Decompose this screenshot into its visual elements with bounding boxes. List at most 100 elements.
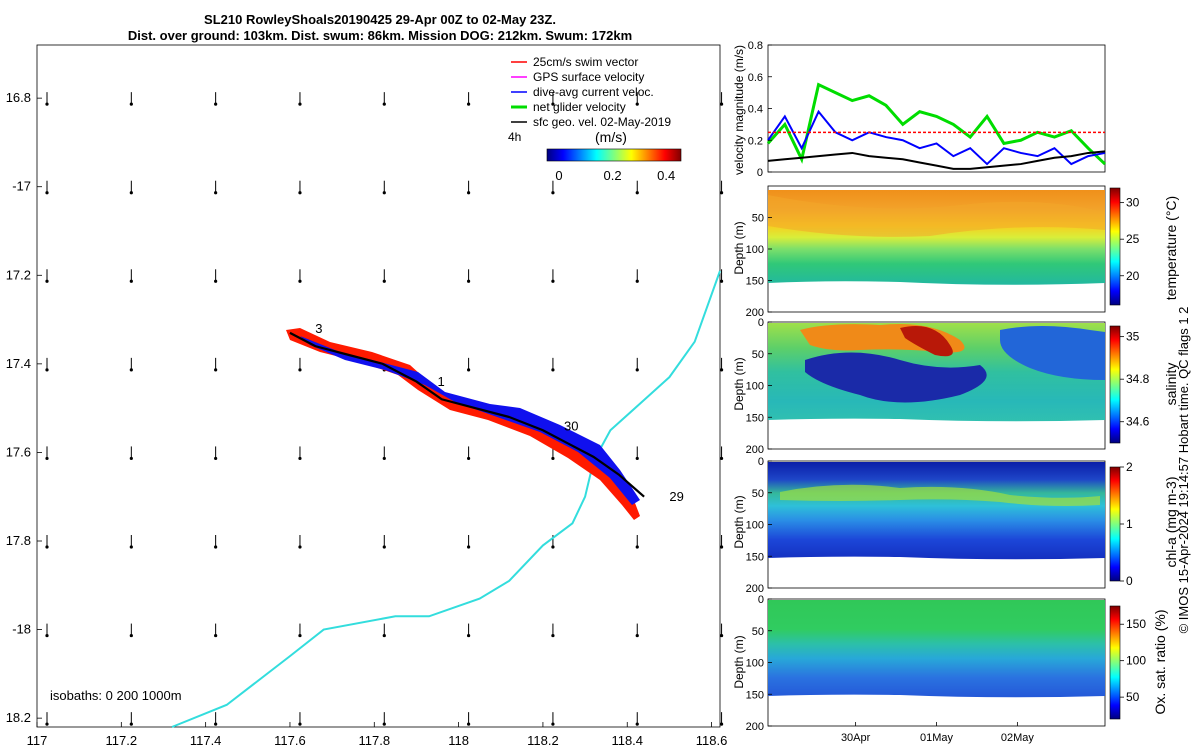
speed-colorbar xyxy=(546,148,682,162)
map-x-tick-label: 117.6 xyxy=(274,733,306,748)
depth-tick-label: 50 xyxy=(752,626,764,638)
geo-velocity-arrowhead xyxy=(467,279,471,283)
depth-tick-label: 150 xyxy=(746,551,764,563)
time-x-tick-label: 30Apr xyxy=(841,732,871,744)
colorbar-tick-label: 34.8 xyxy=(1126,372,1150,386)
track-day-label: 3 xyxy=(315,321,322,336)
geo-velocity-arrowhead xyxy=(129,279,133,283)
geo-velocity-arrowhead xyxy=(382,102,386,106)
depth-tick-label: 100 xyxy=(746,520,764,532)
geo-velocity-arrowhead xyxy=(467,545,471,549)
geo-velocity-arrowhead xyxy=(382,191,386,195)
geo-velocity-arrowhead xyxy=(45,722,49,726)
geo-velocity-arrowhead xyxy=(467,368,471,372)
geo-velocity-arrowhead xyxy=(551,368,555,372)
legend-entry: sfc geo. vel. 02-May-2019 xyxy=(533,115,671,129)
geo-velocity-arrowhead xyxy=(551,456,555,461)
geo-velocity-arrowhead xyxy=(382,456,386,461)
depth-tick-label: 0 xyxy=(758,594,764,606)
map-y-tick-labels: 16.8 -17 17.2 17.4 17.6 17.8 -18 18.2 xyxy=(6,90,42,725)
depth-tick-label: 150 xyxy=(746,689,764,701)
chla-colorbar xyxy=(1109,466,1121,582)
depth-tick-label: 0 xyxy=(758,456,764,468)
depth-tick-label: 100 xyxy=(746,658,764,670)
geo-velocity-arrowhead xyxy=(382,279,386,283)
chart-title-line-2: Dist. over ground: 103km. Dist. swum: 86… xyxy=(127,28,633,43)
velocity-panel: 0 0.2 0.4 0.6 0.8 velocity magnitude (m/s) xyxy=(732,40,1107,179)
geo-velocity-arrowhead xyxy=(467,191,471,195)
map-x-tick-label: 117.2 xyxy=(106,733,138,748)
velocity-series-line xyxy=(766,82,1107,166)
geo-velocity-arrowhead xyxy=(635,633,639,638)
depth-tick-label: 150 xyxy=(746,412,764,424)
map-y-tick-label: 17.8 xyxy=(6,533,31,548)
velocity-y-ticks: 0 0.2 0.4 0.6 0.8 xyxy=(748,40,772,179)
track-day-label: 30 xyxy=(564,418,578,433)
velocity-y-tick-label: 0 xyxy=(757,167,763,179)
map-x-tick-label: 118.6 xyxy=(696,733,728,748)
map-y-tick-label: 16.8 xyxy=(6,90,31,105)
colorbar-tick-label: 34.6 xyxy=(1126,415,1150,429)
geo-velocity-arrowhead xyxy=(467,633,471,638)
time-x-tick-labels: 30Apr 01May 02May xyxy=(841,722,1034,744)
velocity-series xyxy=(766,82,1107,170)
legend-entry: dive-avg current veloc. xyxy=(533,85,654,99)
salinity-colorbar xyxy=(1109,325,1121,444)
salinity-y-axis-label: Depth (m) xyxy=(732,357,746,410)
map-axes-frame xyxy=(36,44,721,728)
map-x-tick-label: 117.4 xyxy=(190,733,222,748)
geo-velocity-arrowhead xyxy=(45,191,49,195)
map-y-tick-label: 17.2 xyxy=(6,267,31,282)
colorbar-tick-label: 0 xyxy=(1126,574,1133,588)
colorbar-tick-label: 1 xyxy=(1126,517,1133,531)
colorbar-tick-label: 20 xyxy=(1126,269,1140,283)
time-x-tick-label: 01May xyxy=(920,732,954,744)
geo-velocity-arrowhead xyxy=(551,279,555,283)
geo-velocity-arrowhead xyxy=(214,633,218,638)
colorbar-tick-label: 100 xyxy=(1126,654,1146,668)
geo-velocity-arrowhead xyxy=(719,102,724,106)
isobath-line xyxy=(171,270,721,728)
geo-velocity-arrowhead xyxy=(214,368,218,372)
geo-velocity-arrowhead xyxy=(129,368,133,372)
map-x-tick-label: 118.4 xyxy=(611,733,643,748)
geo-velocity-arrowhead xyxy=(551,722,555,726)
geo-velocity-arrowhead xyxy=(298,368,302,372)
geo-velocity-arrowhead xyxy=(45,368,49,372)
track-day-label: 29 xyxy=(669,489,683,504)
salinity-low-core xyxy=(805,352,987,403)
colorbar-tick-label: 25 xyxy=(1126,232,1140,246)
geo-velocity-arrowhead xyxy=(214,545,218,549)
velocity-y-tick-label: 0.6 xyxy=(748,72,763,84)
geo-velocity-arrowhead xyxy=(551,633,555,638)
map-x-tick-label: 118 xyxy=(448,733,469,748)
geo-velocity-arrowhead xyxy=(298,102,302,106)
geo-velocity-arrowhead xyxy=(129,545,133,549)
chla-heatmap xyxy=(768,462,1105,560)
geo-velocity-arrowhead xyxy=(635,368,639,372)
temperature-panel: temperature (°C) Depth (m) xyxy=(732,185,1179,313)
velocity-series-line xyxy=(767,109,1106,166)
imos-timestamp-label: © IMOS 15-Apr-2024 19:14:57 Hobart time.… xyxy=(1176,307,1191,634)
geo-velocity-arrowhead xyxy=(45,102,49,106)
geo-velocity-arrowhead xyxy=(551,191,555,195)
depth-tick-label: 50 xyxy=(752,213,764,225)
geo-velocity-arrowhead xyxy=(129,722,133,726)
geo-velocity-arrowhead xyxy=(719,633,724,638)
geo-velocity-arrowhead xyxy=(298,722,302,726)
geo-velocity-arrowhead xyxy=(298,279,302,283)
chla-colorbar-label: chl-a (mg m-3) xyxy=(1163,476,1179,567)
geo-velocity-arrowhead xyxy=(635,191,639,195)
depth-tick-label: 0 xyxy=(758,317,764,329)
depth-tick-label: 50 xyxy=(752,349,764,361)
salinity-low-patch xyxy=(1000,326,1105,380)
depth-tick-label: 200 xyxy=(746,721,764,733)
geo-velocity-arrowhead xyxy=(635,545,639,549)
vector-field xyxy=(45,92,724,726)
colorbar-tick-label: 150 xyxy=(1126,617,1146,631)
map-y-tick-label: 17.6 xyxy=(6,444,31,459)
speed-colorbar-tick: 0 xyxy=(555,168,562,183)
